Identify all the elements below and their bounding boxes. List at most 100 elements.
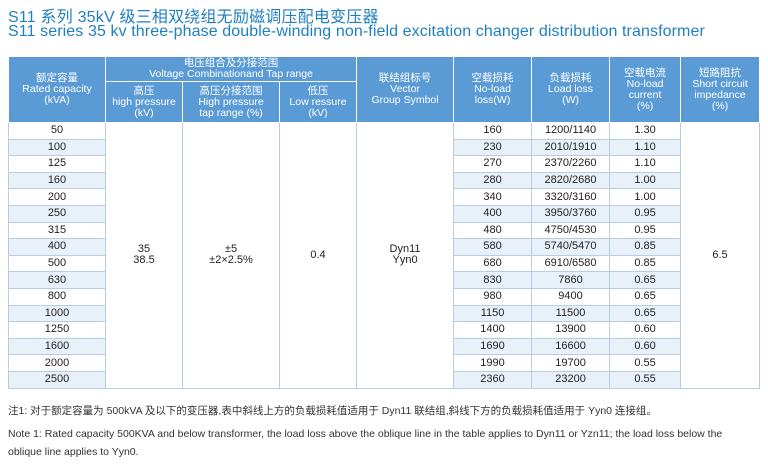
cell-load-loss: 16600 bbox=[531, 337, 611, 356]
cell-capacity: 160 bbox=[8, 171, 106, 190]
vector-group-value-1: Dyn11 bbox=[389, 243, 421, 256]
header-noload-loss-cn: 空载损耗 bbox=[471, 72, 514, 84]
vector-group-value-2: Yyn0 bbox=[392, 254, 418, 267]
title-english: S11 series 35 kv three-phase double-wind… bbox=[8, 23, 705, 40]
table-row: 500 680 6910/6580 0.85 bbox=[8, 254, 760, 273]
cell-noload-loss: 480 bbox=[453, 221, 533, 240]
header-impedance-en2: impedance bbox=[694, 88, 746, 101]
cell-load-loss: 3950/3760 bbox=[531, 204, 611, 223]
cell-noload-current: 0.60 bbox=[609, 321, 682, 339]
spec-table: 额定容量 Rated capacity (kVA) 电压组合及分接范围 Volt… bbox=[8, 56, 761, 389]
cell-noload-loss: 680 bbox=[453, 254, 533, 273]
cell-noload-current: 0.95 bbox=[609, 221, 682, 240]
high-voltage-value-1: 35 bbox=[137, 243, 151, 256]
cell-noload-current: 1.30 bbox=[609, 122, 682, 140]
header-noload-current-en: No-load bbox=[626, 77, 664, 90]
header-vector-en2: Group Symbol bbox=[371, 94, 439, 106]
cell-noload-loss: 1400 bbox=[453, 321, 533, 339]
cell-load-loss: 2370/2260 bbox=[531, 155, 611, 173]
header-voltage-group-cn: 电压组合及分接范围 bbox=[183, 57, 279, 69]
table-row: 630 830 7860 0.65 bbox=[8, 271, 760, 289]
table-row: 800 980 9400 0.65 bbox=[8, 287, 760, 306]
cell-high-voltage: 35 38.5 bbox=[105, 122, 183, 389]
header-noload-current: 空载电流 No-load current (%) bbox=[609, 56, 682, 123]
tap-range-value-1: ±5 bbox=[224, 243, 238, 256]
header-vector: 联结组标号 Vector Group Symbol bbox=[356, 56, 455, 123]
title-chinese: S11 系列 35kV 级三相双绕组无励磁调压配电变压器 bbox=[8, 9, 379, 26]
header-load-loss-en: Load loss bbox=[548, 83, 593, 95]
table-row: 1250 1400 13900 0.60 bbox=[8, 321, 760, 339]
table-row: 2500 2360 23200 0.55 bbox=[8, 370, 760, 389]
header-tap-range-cn: 高压分接范围 bbox=[199, 84, 263, 97]
header-tap-range-unit: tap range (%) bbox=[199, 106, 263, 119]
cell-load-loss: 2010/1910 bbox=[531, 138, 611, 157]
cell-noload-current: 0.60 bbox=[609, 337, 682, 356]
cell-capacity: 200 bbox=[8, 188, 106, 206]
cell-noload-current: 1.10 bbox=[609, 155, 682, 173]
cell-load-loss: 7860 bbox=[531, 271, 611, 289]
cell-tap-range: ±5 ±2×2.5% bbox=[182, 122, 280, 389]
header-vector-en: Vector bbox=[390, 83, 420, 95]
header-low-voltage: 低压 Low ressure (kV) bbox=[278, 81, 358, 123]
table-row: 2000 1990 19700 0.55 bbox=[8, 354, 760, 372]
cell-capacity: 125 bbox=[8, 155, 106, 173]
cell-noload-current: 1.10 bbox=[609, 138, 682, 157]
header-capacity-unit: (kVA) bbox=[44, 94, 70, 106]
cell-noload-current: 0.65 bbox=[609, 271, 682, 289]
note-english-line1: Note 1: Rated capacity 500KVA and below … bbox=[8, 428, 723, 440]
note-english-line2: oblique line applies to Yyn0. bbox=[8, 446, 139, 458]
header-high-voltage-cn: 高压 bbox=[133, 84, 155, 97]
cell-capacity: 1600 bbox=[8, 337, 106, 356]
high-voltage-value-2: 38.5 bbox=[133, 254, 155, 267]
cell-noload-loss: 1150 bbox=[453, 304, 533, 323]
header-voltage-group: 电压组合及分接范围 Voltage Combinationand Tap ran… bbox=[104, 56, 358, 82]
header-high-voltage-unit: (kV) bbox=[134, 106, 154, 119]
header-noload-loss-en: No-load bbox=[474, 83, 511, 95]
cell-capacity: 500 bbox=[8, 254, 106, 273]
header-impedance-unit: (%) bbox=[711, 99, 729, 112]
header-impedance-cn: 短路阻抗 bbox=[699, 66, 742, 79]
header-high-voltage: 高压 high pressure (kV) bbox=[105, 81, 183, 123]
cell-noload-loss: 160 bbox=[453, 122, 533, 140]
cell-impedance: 6.5 bbox=[680, 122, 761, 389]
cell-noload-current: 0.55 bbox=[609, 354, 682, 372]
cell-noload-loss: 1690 bbox=[453, 337, 533, 356]
header-capacity-en: Rated capacity bbox=[22, 83, 92, 95]
header-load-loss-unit: (W) bbox=[562, 94, 579, 106]
cell-load-loss: 6910/6580 bbox=[531, 254, 611, 273]
cell-low-voltage: 0.4 bbox=[278, 122, 358, 389]
cell-noload-current: 0.55 bbox=[609, 370, 682, 389]
header-tap-range-en: High pressure bbox=[198, 95, 264, 108]
cell-noload-current: 0.65 bbox=[609, 287, 682, 306]
cell-capacity: 1250 bbox=[8, 321, 106, 339]
cell-noload-current: 1.00 bbox=[609, 188, 682, 206]
cell-capacity: 315 bbox=[8, 221, 106, 240]
cell-load-loss: 9400 bbox=[531, 287, 611, 306]
cell-noload-loss: 270 bbox=[453, 155, 533, 173]
cell-noload-loss: 830 bbox=[453, 271, 533, 289]
cell-noload-loss: 2360 bbox=[453, 370, 533, 389]
cell-capacity: 1000 bbox=[8, 304, 106, 323]
cell-noload-loss: 230 bbox=[453, 138, 533, 157]
cell-capacity: 400 bbox=[8, 238, 106, 256]
cell-load-loss: 11500 bbox=[531, 304, 611, 323]
cell-capacity: 800 bbox=[8, 287, 106, 306]
header-low-voltage-unit: (kV) bbox=[308, 106, 328, 119]
header-capacity-cn: 额定容量 bbox=[36, 72, 78, 84]
header-noload-loss-unit: loss(W) bbox=[474, 94, 511, 106]
cell-capacity: 100 bbox=[8, 138, 106, 157]
table-row: 160 280 2820/2680 1.00 bbox=[8, 171, 760, 190]
tap-range-value-2: ±2×2.5% bbox=[209, 254, 253, 267]
cell-load-loss: 3320/3160 bbox=[531, 188, 611, 206]
cell-capacity: 2500 bbox=[8, 370, 106, 389]
cell-noload-loss: 980 bbox=[453, 287, 533, 306]
header-load-loss-cn: 负载损耗 bbox=[549, 72, 592, 84]
header-low-voltage-en: Low ressure bbox=[289, 95, 347, 108]
header-impedance: 短路阻抗 Short circuit impedance (%) bbox=[680, 56, 761, 123]
header-vector-cn: 联结组标号 bbox=[378, 72, 432, 84]
cell-noload-current: 1.00 bbox=[609, 171, 682, 190]
header-tap-range: 高压分接范围 High pressure tap range (%) bbox=[182, 81, 280, 123]
cell-noload-current: 0.85 bbox=[609, 254, 682, 273]
cell-capacity: 630 bbox=[8, 271, 106, 289]
